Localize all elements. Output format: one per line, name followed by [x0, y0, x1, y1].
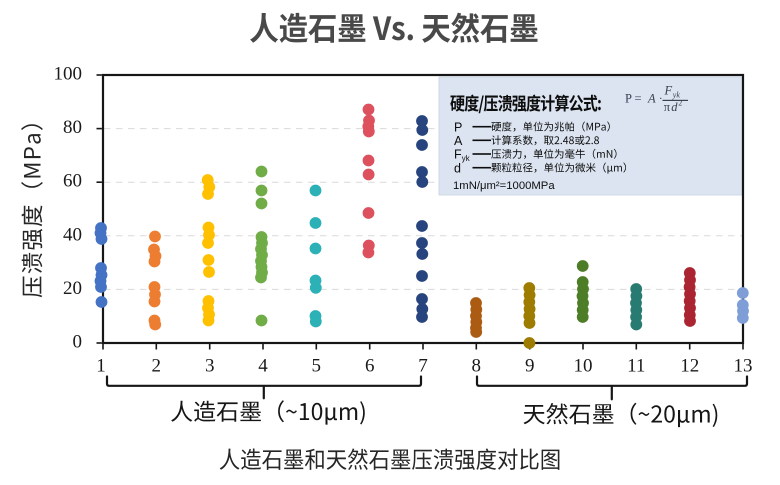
svg-text:1: 1: [96, 356, 106, 377]
svg-text:yk: yk: [462, 154, 470, 163]
svg-text:12: 12: [680, 356, 699, 377]
svg-text:yk: yk: [672, 91, 681, 100]
svg-text:d: d: [671, 100, 678, 114]
svg-text:100: 100: [54, 64, 83, 85]
svg-text:π: π: [664, 100, 671, 114]
svg-text:3: 3: [205, 356, 215, 377]
svg-text:0: 0: [73, 332, 83, 353]
svg-text:2: 2: [152, 356, 162, 377]
svg-text:7: 7: [418, 356, 428, 377]
svg-text:A: A: [454, 134, 463, 148]
svg-text:d: d: [454, 161, 461, 175]
svg-text:6: 6: [365, 356, 375, 377]
svg-text:1mN/μm²=1000MPa: 1mN/μm²=1000MPa: [453, 180, 555, 192]
svg-text:80: 80: [63, 117, 82, 138]
svg-text:=: =: [635, 92, 642, 106]
svg-text:20: 20: [63, 278, 82, 299]
svg-text:8: 8: [472, 356, 482, 377]
svg-text:11: 11: [627, 356, 645, 377]
svg-text:F: F: [664, 84, 673, 98]
svg-text:40: 40: [63, 224, 82, 245]
svg-text:2: 2: [678, 99, 682, 108]
svg-text:P: P: [454, 120, 462, 134]
svg-text:·: ·: [659, 91, 663, 105]
svg-text:9: 9: [525, 356, 535, 377]
svg-text:A: A: [647, 92, 656, 106]
svg-text:5: 5: [312, 356, 322, 377]
svg-text:F: F: [454, 148, 462, 162]
svg-text:10: 10: [574, 356, 593, 377]
svg-text:13: 13: [734, 356, 753, 377]
svg-text:60: 60: [63, 171, 82, 192]
svg-text:4: 4: [258, 356, 268, 377]
svg-text:P: P: [625, 92, 632, 106]
